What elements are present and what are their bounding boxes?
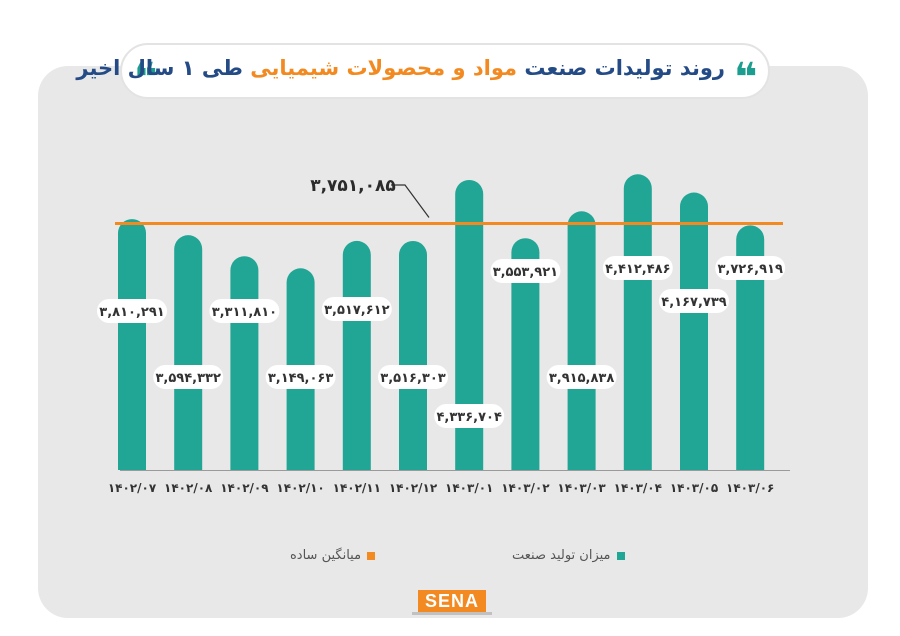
bar xyxy=(567,211,596,470)
value-label: ۴,۱۶۷,۷۳۹ xyxy=(661,295,726,310)
value-label: ۳,۵۵۳,۹۲۱ xyxy=(493,265,558,280)
bar xyxy=(455,179,484,471)
bar xyxy=(623,174,652,470)
title-pill xyxy=(120,43,770,99)
x-tick-label: ۱۴۰۲/۱۲ xyxy=(389,481,438,495)
quote-right-icon: ❝ xyxy=(734,55,758,101)
bar xyxy=(230,256,259,470)
value-label: ۳,۵۹۴,۳۳۲ xyxy=(155,371,220,386)
legend-average-swatch xyxy=(367,551,376,560)
x-tick-label: ۱۴۰۲/۱۱ xyxy=(333,481,381,495)
logo-underline xyxy=(412,612,492,615)
bar xyxy=(118,219,146,470)
x-tick-label: ۱۴۰۲/۰۷ xyxy=(108,481,157,495)
value-label-pill xyxy=(715,256,786,280)
legend-production-swatch xyxy=(616,551,625,560)
value-label: ۳,۵۱۷,۶۱۲ xyxy=(324,303,389,318)
value-label: ۳,۱۴۹,۰۶۳ xyxy=(268,371,333,386)
value-label-pill xyxy=(602,256,673,280)
bar xyxy=(511,238,540,470)
x-tick-label: ۱۴۰۳/۰۱ xyxy=(445,481,493,495)
average-annotation-leader xyxy=(391,184,430,218)
value-label-pill xyxy=(265,365,336,389)
x-tick-label: ۱۴۰۲/۱۰ xyxy=(276,481,324,495)
value-label-pill xyxy=(153,365,224,389)
value-label-pill xyxy=(490,259,561,283)
x-tick-label: ۱۴۰۲/۰۹ xyxy=(220,481,269,495)
legend-average-label: میانگین ساده xyxy=(290,548,362,563)
average-value-label: ۳,۷۵۱,۰۸۵ xyxy=(310,176,396,196)
title-part-3: طی ۱ سال اخیر xyxy=(76,56,243,80)
value-label-pill xyxy=(378,365,448,389)
value-label: ۳,۷۲۶,۹۱۹ xyxy=(717,262,782,277)
value-label: ۳,۳۱۱,۸۱۰ xyxy=(212,305,277,320)
value-label: ۴,۴۱۲,۴۸۶ xyxy=(605,262,670,277)
x-tick-label: ۱۴۰۳/۰۴ xyxy=(614,481,662,495)
value-label-pill xyxy=(546,365,617,389)
bar xyxy=(736,225,765,470)
x-tick-label: ۱۴۰۲/۰۸ xyxy=(164,481,213,495)
x-tick-label: ۱۴۰۳/۰۳ xyxy=(557,481,606,495)
value-label: ۴,۳۳۶,۷۰۴ xyxy=(436,410,501,425)
title-part-1: روند تولیدات صنعت xyxy=(524,56,725,80)
value-label: ۳,۵۱۶,۳۰۳ xyxy=(380,371,445,386)
bar xyxy=(174,235,203,470)
value-label-pill xyxy=(209,299,280,323)
value-label-pill xyxy=(97,299,167,323)
value-label-pill xyxy=(659,289,729,313)
legend-production: میزان تولید صنعت xyxy=(512,548,625,563)
value-label-pill xyxy=(321,297,392,321)
bar xyxy=(399,240,427,470)
x-tick-label: ۱۴۰۳/۰۶ xyxy=(726,481,774,495)
x-tick-label: ۱۴۰۳/۰۲ xyxy=(501,481,550,495)
legend-average: میانگین ساده xyxy=(290,548,376,563)
value-label: ۳,۹۱۵,۸۳۸ xyxy=(549,371,614,386)
bar xyxy=(342,240,371,470)
x-tick-label: ۱۴۰۳/۰۵ xyxy=(670,481,718,495)
value-label: ۳,۸۱۰,۲۹۱ xyxy=(99,305,164,320)
chart-title: روند تولیدات صنعت مواد و محصولات شیمیایی… xyxy=(76,56,725,80)
bar xyxy=(680,192,708,470)
sena-logo: SENA xyxy=(418,590,486,612)
title-part-2: مواد و محصولات شیمیایی xyxy=(250,56,518,80)
value-label-pill xyxy=(434,404,505,428)
quote-left-icon: ❝ xyxy=(134,55,158,101)
legend-production-label: میزان تولید صنعت xyxy=(512,548,611,563)
